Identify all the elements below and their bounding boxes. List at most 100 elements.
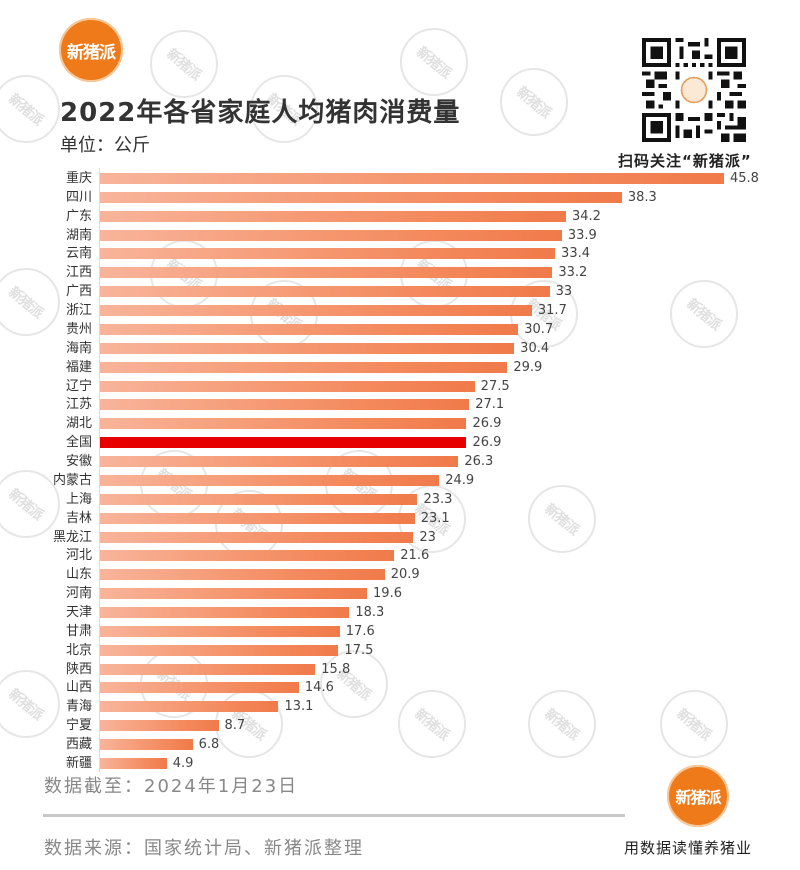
- bar: [100, 512, 415, 524]
- bar-row: 宁夏 8.7: [0, 716, 800, 735]
- bar: [100, 757, 167, 769]
- category-label: 江西: [65, 265, 92, 281]
- value-label: 33: [555, 284, 573, 300]
- bar: [100, 191, 622, 203]
- bar-row: 陕西 15.8: [0, 660, 800, 679]
- qr-code-icon[interactable]: [641, 38, 747, 142]
- bar: [100, 380, 475, 392]
- value-label: 8.7: [224, 718, 246, 734]
- value-label: 38.3: [627, 189, 657, 205]
- bar: [100, 550, 395, 562]
- bar-row: 浙江 31.7: [0, 301, 800, 320]
- category-label: 宁夏: [65, 718, 92, 734]
- bar-row: 云南 33.4: [0, 244, 800, 263]
- bar-row: 上海 23.3: [0, 490, 800, 509]
- bar: [100, 418, 467, 430]
- qr-caption: 扫码关注“新猪派”: [618, 152, 752, 170]
- value-label: 30.4: [520, 340, 550, 356]
- bar: [100, 399, 470, 411]
- bar-row: 贵州 30.7: [0, 320, 800, 339]
- bar-row: 四川 38.3: [0, 188, 800, 207]
- value-label: 31.7: [537, 303, 567, 319]
- category-label: 内蒙古: [52, 472, 92, 488]
- bar: [100, 607, 350, 618]
- category-label: 新疆: [65, 755, 92, 771]
- value-label: 26.3: [464, 454, 494, 470]
- bar: [100, 682, 299, 694]
- value-label: 24.9: [445, 472, 475, 488]
- category-label: 云南: [65, 246, 92, 262]
- category-label: 陕西: [65, 661, 92, 677]
- value-label: 45.8: [730, 171, 759, 186]
- value-label: 34.2: [571, 208, 601, 224]
- category-label: 安徽: [65, 454, 92, 470]
- category-label: 甘肃: [65, 623, 92, 639]
- value-label: 18.3: [355, 605, 385, 620]
- value-label: 33.2: [558, 265, 588, 281]
- value-label: 21.6: [400, 548, 430, 564]
- bar-row: 湖南 33.9: [0, 226, 800, 245]
- category-label: 河北: [65, 548, 92, 564]
- category-label: 重庆: [65, 171, 92, 186]
- category-label: 湖北: [65, 416, 92, 432]
- value-label: 33.9: [567, 227, 597, 243]
- category-label: 广西: [65, 284, 92, 300]
- category-label: 江苏: [65, 397, 92, 413]
- bar: [100, 474, 440, 486]
- value-label: 33.4: [561, 246, 590, 262]
- bar-row: 辽宁 27.5: [0, 377, 800, 396]
- brand-logo: 新猪派: [59, 18, 123, 82]
- bar-row: 全国 26.9: [0, 433, 800, 452]
- category-label: 河南: [65, 586, 92, 602]
- bar-row: 重庆 45.8: [0, 169, 800, 188]
- category-label: 西藏: [65, 737, 92, 753]
- category-label: 福建: [65, 359, 92, 375]
- bar: [100, 173, 724, 184]
- bar: [100, 493, 418, 505]
- bar-row: 黑龙江 23: [0, 528, 800, 547]
- bar-row: 天津 18.3: [0, 603, 800, 622]
- bar: [100, 248, 556, 260]
- value-label: 23: [419, 529, 436, 545]
- bar-row: 吉林 23.1: [0, 509, 800, 528]
- bar-row: 安徽 26.3: [0, 452, 800, 471]
- y-axis-line: [99, 168, 100, 772]
- bar-highlight: [100, 437, 467, 449]
- category-label: 海南: [65, 340, 92, 356]
- brand-logo-text: 新猪派: [675, 788, 721, 807]
- category-label: 四川: [65, 189, 92, 205]
- value-label: 29.9: [513, 359, 543, 375]
- bar-row: 广西 33: [0, 282, 800, 301]
- bar-row: 新疆 4.9: [0, 754, 800, 773]
- bar: [100, 323, 519, 335]
- bar: [100, 342, 515, 354]
- value-label: 27.1: [475, 397, 505, 413]
- value-label: 23.1: [420, 510, 450, 526]
- bar-row: 湖北 26.9: [0, 414, 800, 433]
- value-label: 14.6: [304, 680, 334, 696]
- bar-row: 江苏 27.1: [0, 395, 800, 414]
- bar: [100, 644, 339, 656]
- bar-row: 北京 17.5: [0, 641, 800, 660]
- bar: [100, 210, 566, 222]
- bar: [100, 267, 553, 279]
- value-label: 30.7: [524, 321, 554, 337]
- bar-row: 山西 14.6: [0, 678, 800, 697]
- bar-row: 福建 29.9: [0, 358, 800, 377]
- bar-row: 西藏 6.8: [0, 735, 800, 754]
- bar-row: 海南 30.4: [0, 339, 800, 358]
- bar-row: 广东 34.2: [0, 207, 800, 226]
- value-label: 27.5: [480, 378, 510, 394]
- data-source: 数据来源：国家统计局、新猪派整理: [44, 838, 364, 859]
- bar: [100, 739, 193, 751]
- bar: [100, 663, 316, 675]
- category-label: 山西: [65, 680, 92, 696]
- bar-row: 山东 20.9: [0, 565, 800, 584]
- data-as-of: 数据截至：2024年1月23日: [44, 776, 299, 797]
- value-label: 23.3: [423, 491, 453, 507]
- bar-row: 青海 13.1: [0, 697, 800, 716]
- brand-logo-text: 新猪派: [67, 42, 116, 63]
- brand-logo-footer: 新猪派: [667, 765, 729, 827]
- bar-row: 河北 21.6: [0, 546, 800, 565]
- bar-row: 河南 19.6: [0, 584, 800, 603]
